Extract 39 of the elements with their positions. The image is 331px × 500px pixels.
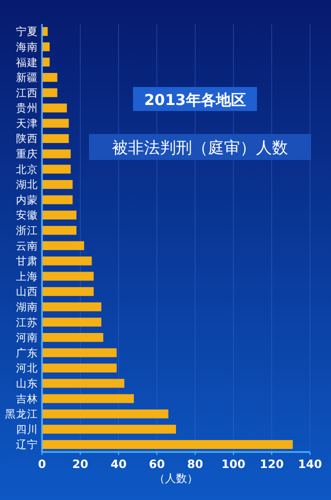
x-tick-label: 80 (187, 457, 204, 471)
y-tick-label: 浙江 (16, 224, 38, 238)
text: 被非法判刑（庭审）人数 (112, 138, 288, 157)
y-tick-label: 云南 (16, 239, 38, 252)
y-tick-label: 辽宁 (16, 438, 38, 452)
x-tick-label: 140 (298, 457, 322, 471)
y-tick-label: 四川 (16, 422, 38, 436)
y-tick-label: 江西 (16, 87, 38, 100)
y-tick-label: 安徽 (16, 208, 38, 222)
y-tick-label: 天津 (16, 116, 38, 130)
x-tick-label: 0 (38, 457, 46, 471)
y-tick-label: 北京 (16, 162, 38, 176)
y-tick-label: 江苏 (16, 316, 38, 329)
y-tick-label: 广东 (16, 346, 38, 360)
y-tick-label: 黑龙江 (5, 408, 38, 421)
y-tick-label: 贵州 (16, 102, 38, 115)
x-tick-label: 100 (221, 457, 246, 471)
y-tick-label: 甘肃 (16, 254, 38, 268)
x-tick-label: 120 (260, 457, 284, 471)
y-tick-label: 吉林 (16, 392, 38, 406)
x-tick-label: 60 (148, 457, 165, 471)
y-tick-label: 河南 (16, 331, 38, 344)
y-tick-label: 上海 (16, 270, 38, 283)
x-tick-label: 40 (110, 457, 127, 471)
x-tick-label: 20 (72, 457, 88, 471)
y-tick-label: 宁夏 (16, 25, 38, 38)
text: 2013年各地区 (144, 91, 246, 109)
y-tick-label: 山西 (16, 285, 38, 298)
y-tick-label: 湖南 (16, 300, 38, 314)
y-tick-label: 海南 (16, 40, 38, 54)
y-tick-label: 陕西 (16, 133, 38, 146)
y-tick-label: 重庆 (16, 148, 38, 161)
y-tick-label: 内蒙 (16, 193, 38, 206)
y-tick-label: 河北 (16, 362, 38, 375)
y-tick-label: 新疆 (16, 71, 38, 84)
y-tick-label: 山东 (16, 376, 38, 390)
y-tick-label: 湖北 (16, 178, 38, 192)
y-tick-label: 福建 (16, 56, 38, 69)
x-axis-title: （人数） (154, 472, 198, 485)
